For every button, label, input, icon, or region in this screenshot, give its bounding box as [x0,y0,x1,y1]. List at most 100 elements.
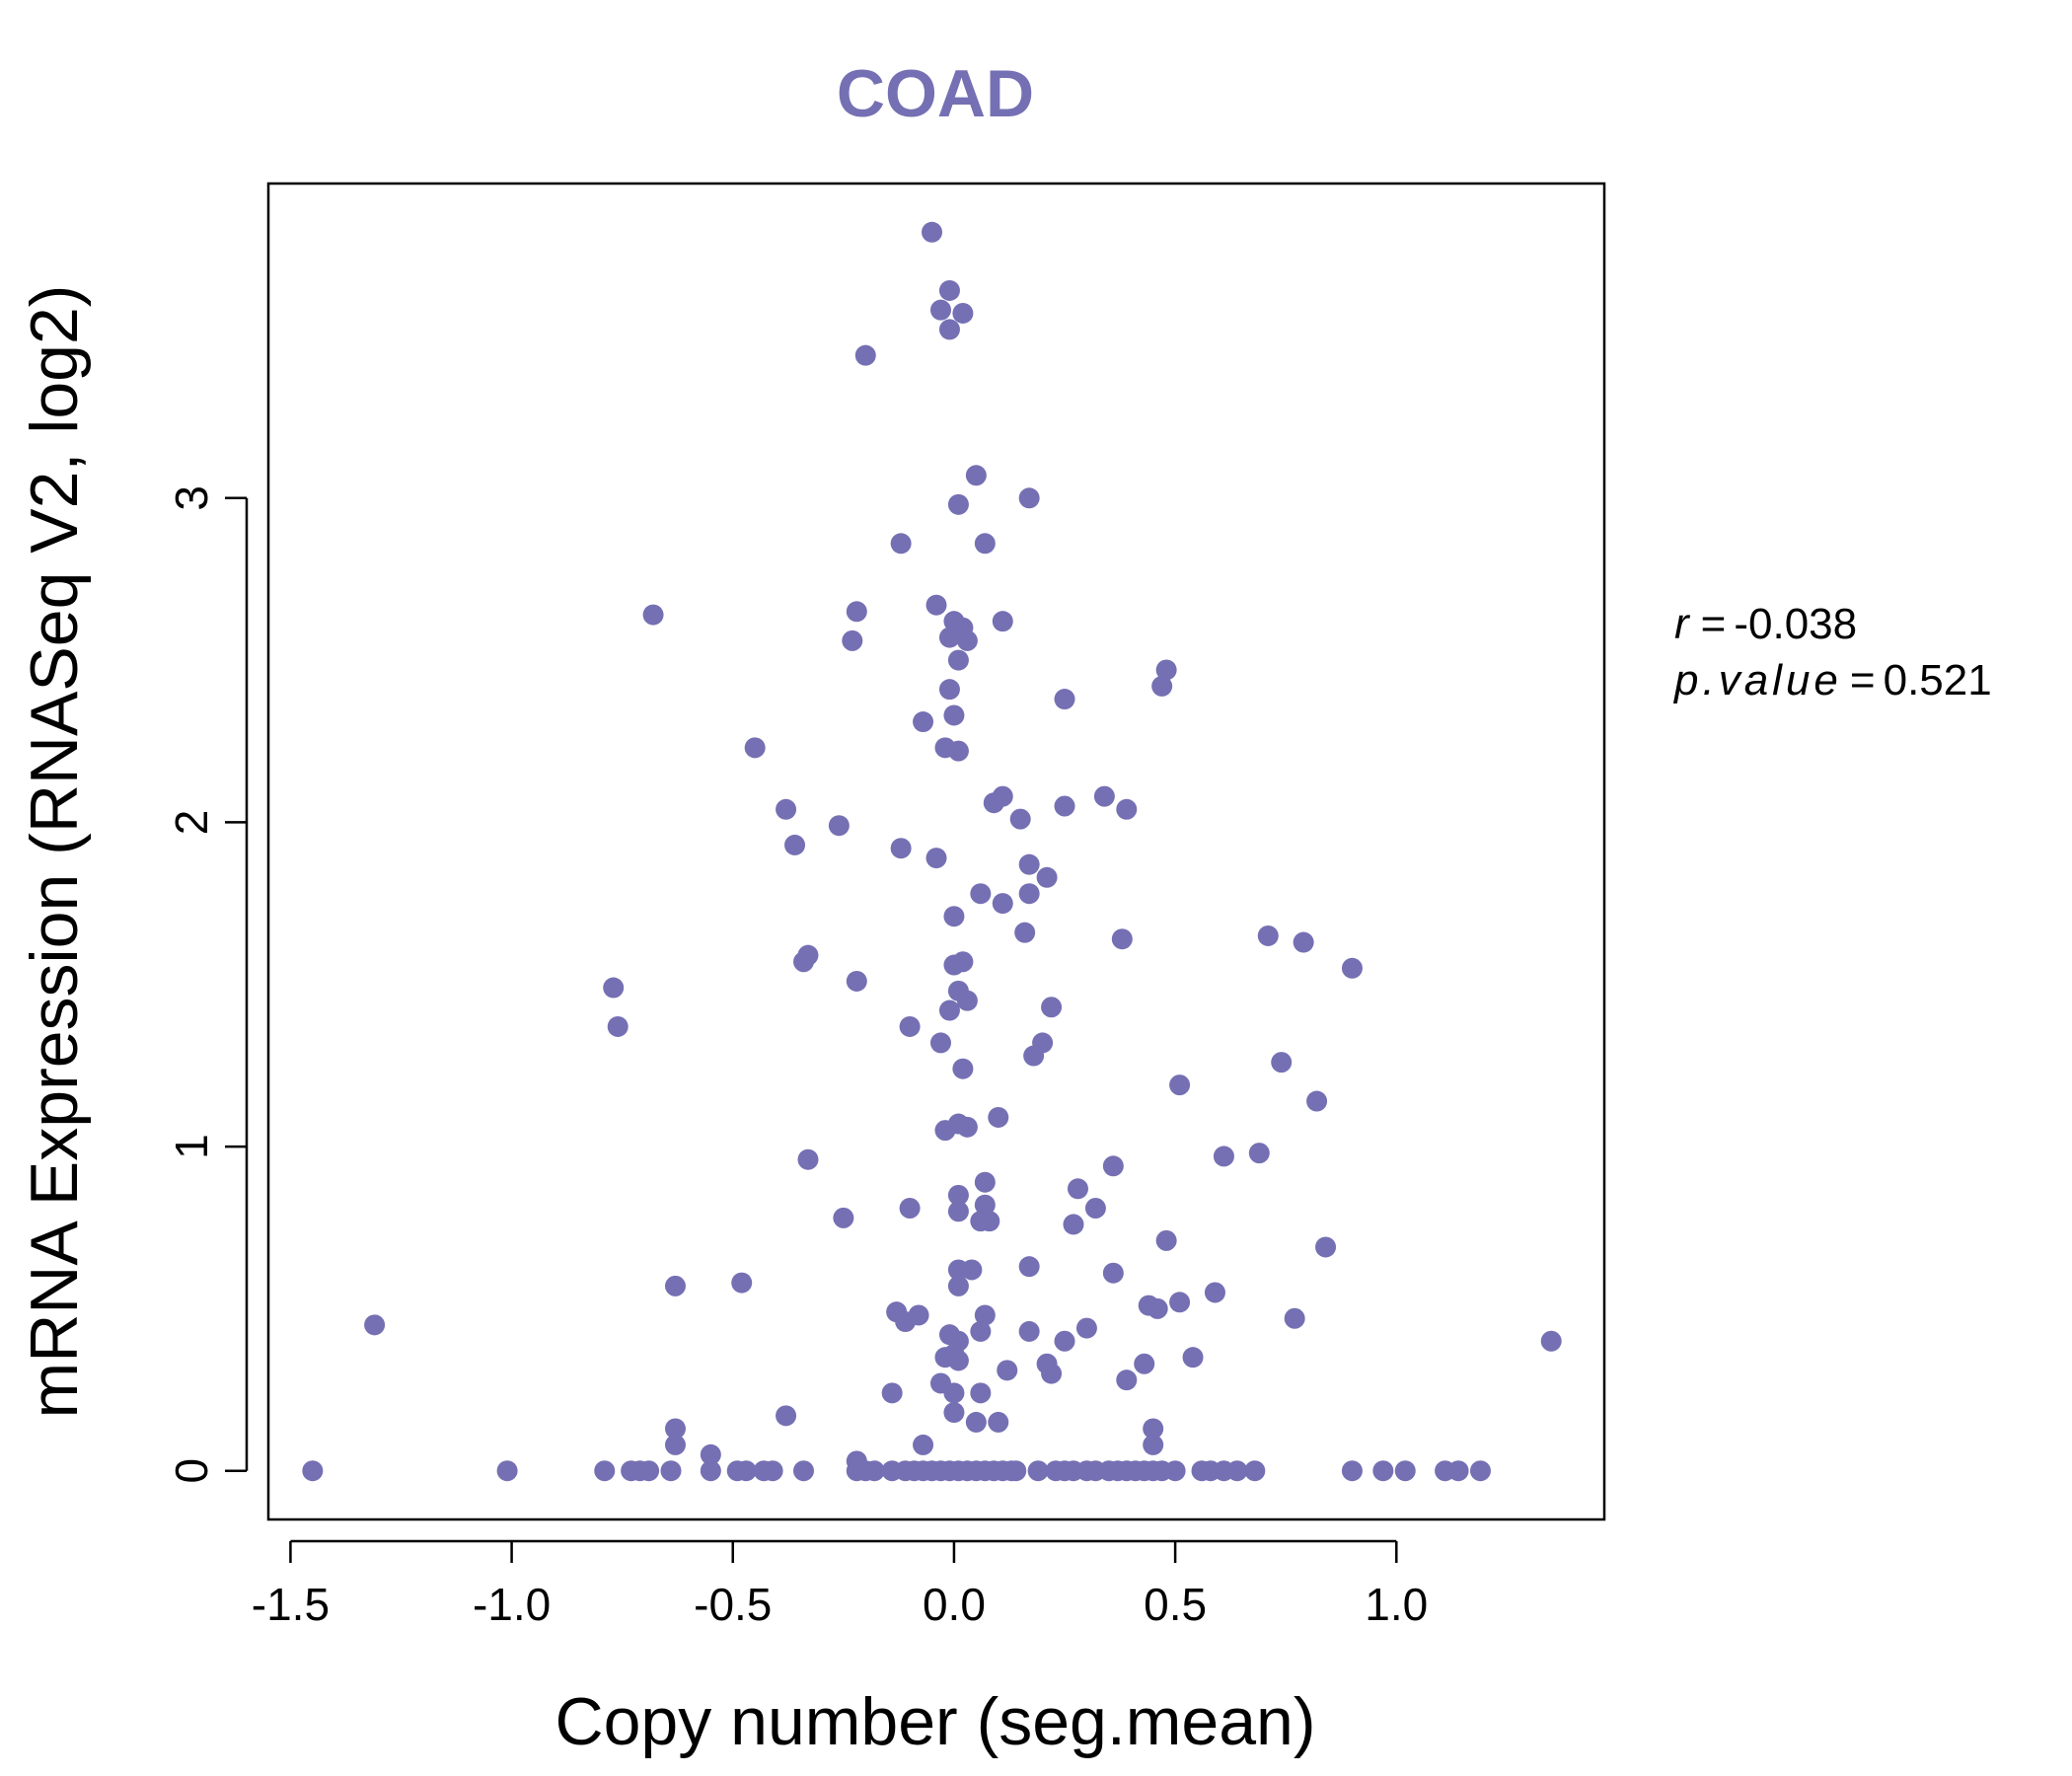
data-point [913,1434,934,1455]
data-point [947,649,969,671]
data-point [496,1460,518,1482]
data-point [1084,1198,1106,1220]
data-point [1102,1155,1124,1177]
x-tick-label: -0.5 [694,1579,772,1630]
data-point [1143,1418,1164,1440]
data-point [842,629,863,651]
data-point [1134,1353,1155,1374]
p-value-statistic: p.value = 0.521 [1672,656,1992,704]
data-point [899,1198,921,1220]
data-point [970,883,992,905]
chart-title: COAD [837,56,1034,131]
data-point [664,1434,686,1455]
data-point [1182,1347,1204,1369]
data-point [1293,931,1314,953]
data-point [1271,1052,1293,1073]
data-point [992,611,1013,632]
data-point [846,970,867,992]
data-point [997,1360,1018,1381]
x-axis: -1.5 -1.0 -0.5 0.0 0.5 1.0 [252,1539,1428,1630]
data-point [1147,1297,1168,1319]
data-point [992,893,1013,915]
data-point [1054,795,1075,817]
data-point [603,977,625,999]
data-point [784,834,806,855]
data-point [947,493,969,515]
data-point [929,299,951,321]
data-point [965,465,987,486]
data-point [1018,1256,1040,1278]
data-point [890,838,912,859]
data-point [1041,997,1063,1018]
r-label: r [1674,600,1691,648]
data-point [929,1032,951,1054]
data-point [881,1382,903,1404]
data-point [846,601,867,623]
data-point [1306,1090,1328,1112]
data-point [1257,925,1279,946]
data-point [1027,1460,1049,1482]
data-point [974,1171,996,1193]
data-point [1341,1460,1363,1482]
data-point [974,533,996,555]
data-point [744,737,766,759]
data-point [1116,798,1138,820]
data-point [922,221,943,243]
data-point [1018,883,1040,905]
data-point [970,1382,992,1404]
p-value-label: p.value [1672,656,1842,704]
data-point [731,1272,753,1294]
data-point [956,1116,978,1138]
data-point [943,1402,965,1424]
data-point [1005,1460,1027,1482]
p-equals: = [1850,656,1876,704]
data-point [762,1460,783,1482]
data-point [1226,1460,1248,1482]
data-point [833,1207,854,1228]
data-point [947,1350,969,1371]
y-tick-label: 3 [166,485,217,511]
r-value: -0.038 [1734,600,1857,648]
y-axis: 0 1 2 3 [166,485,249,1484]
data-point [1009,808,1031,830]
data-point [863,1460,885,1482]
data-point [594,1460,616,1482]
data-point [1054,689,1075,710]
x-tick-label: 1.0 [1365,1579,1428,1630]
p-value: 0.521 [1884,656,1992,704]
data-point [828,815,850,837]
x-tick-label: -1.0 [473,1579,551,1630]
data-point [1111,928,1133,950]
data-point [925,594,947,616]
data-point [979,1211,1000,1232]
data-point [947,740,969,762]
data-point [947,1184,969,1206]
data-point [1394,1460,1416,1482]
data-point [1213,1146,1234,1167]
data-point [664,1418,686,1440]
data-point [302,1460,324,1482]
y-axis-label: mRNA Expression (RNASeq V2, log2) [17,285,92,1419]
data-point [776,1405,797,1427]
data-point [1023,1045,1045,1067]
data-point [974,1304,996,1326]
data-point [1067,1178,1088,1200]
data-point [1204,1282,1225,1303]
data-point [1169,1292,1191,1313]
data-point [1018,853,1040,875]
data-point [792,1460,814,1482]
data-point [938,627,960,648]
data-point [1164,1460,1186,1482]
data-point [938,679,960,701]
data-point [1143,1434,1164,1455]
data-point [854,344,876,366]
data-point [938,319,960,340]
data-point [988,1411,1009,1433]
data-point [1284,1307,1305,1329]
data-point [364,1314,386,1336]
data-point [938,999,960,1021]
data-point [1116,1369,1138,1391]
data-point [970,1320,992,1342]
data-point [1244,1460,1266,1482]
data-point [1447,1460,1469,1482]
